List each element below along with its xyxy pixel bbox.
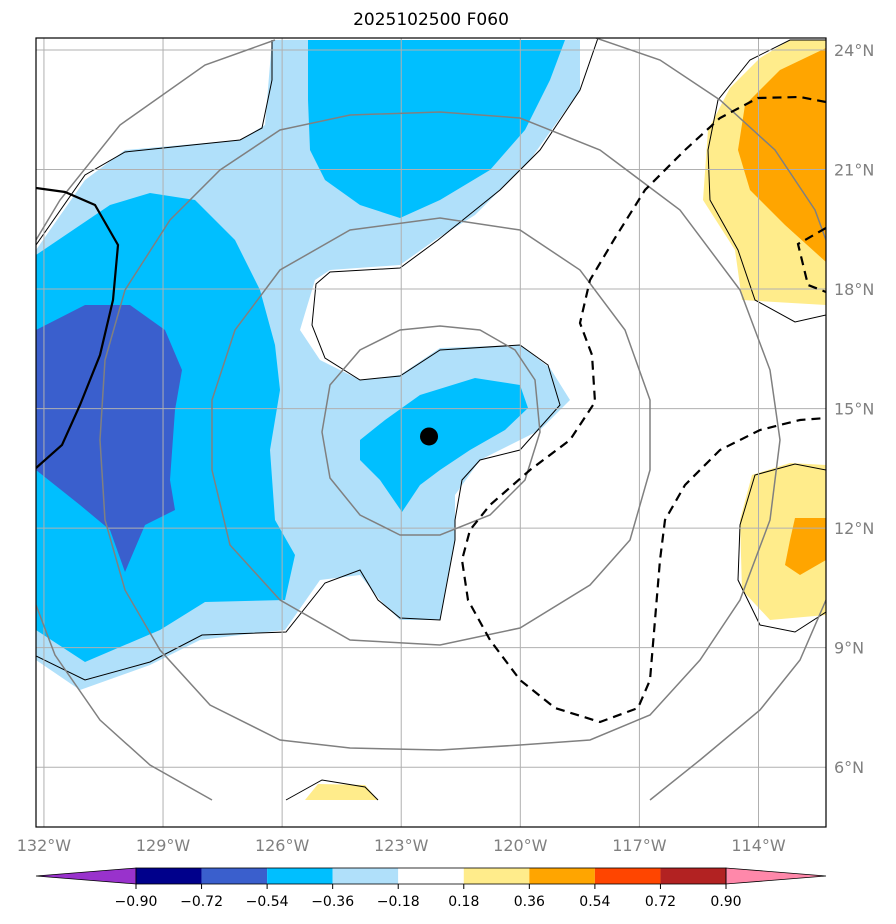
lat-tick-label: 18°N [834, 280, 874, 299]
region-neg-0.36-north [308, 40, 565, 218]
colorbar-label: −0.90 [115, 894, 158, 910]
colorbar-segment [594, 868, 661, 884]
lat-tick-label: 24°N [834, 41, 874, 60]
chart-title: 2025102500 F060 [353, 10, 509, 30]
latitude-ticks: 24°N 21°N 18°N 15°N 12°N 9°N 6°N [834, 41, 874, 777]
colorbar-label: −0.36 [311, 894, 354, 910]
range-ring-outer [36, 38, 826, 801]
colorbar-frame [135, 867, 727, 885]
contour-dashed-main [460, 95, 826, 724]
range-ring-medium [211, 217, 651, 646]
range-rings [36, 38, 826, 801]
colorbar-label: −0.18 [377, 894, 420, 910]
plot-frame [35, 37, 827, 828]
colorbar-label: −0.54 [246, 894, 289, 910]
region-pos-0.18-s [305, 784, 378, 800]
lat-tick-label: 15°N [834, 400, 874, 419]
thick-contours [36, 95, 826, 724]
colorbar-segment [267, 868, 333, 884]
colorbar-label: 0.36 [514, 894, 545, 910]
lat-tick-label: 9°N [834, 639, 864, 658]
lon-tick-label: 129°W [136, 836, 191, 855]
colorbar: −0.90 −0.72 −0.54 −0.36 −0.18 0.18 0.36 0.54 0.7… [35, 867, 827, 910]
lat-tick-label: 6°N [834, 758, 864, 777]
lon-tick-label: 120°W [493, 836, 548, 855]
longitude-ticks: 132°W 129°W 126°W 123°W 120°W 117°W 114°W [17, 836, 786, 855]
colorbar-segment [398, 868, 464, 884]
colorbar-segment [136, 868, 202, 884]
lon-tick-label: 123°W [374, 836, 429, 855]
lon-tick-label: 126°W [255, 836, 310, 855]
colorbar-segment [660, 868, 726, 884]
region-neg-0.54 [36, 305, 182, 572]
plot-area [36, 38, 826, 827]
colorbar-label: 0.54 [579, 894, 610, 910]
region-pos-0.36-e [785, 518, 826, 575]
colorbar-extend-high [725, 867, 827, 885]
lat-tick-label: 21°N [834, 161, 874, 180]
range-ring-small [321, 325, 541, 536]
colorbar-segment [463, 868, 530, 884]
region-pos-0.36-ne [738, 48, 826, 262]
region-neg-0.36-center [360, 378, 528, 512]
contour-solid [36, 186, 120, 469]
lon-tick-label: 117°W [612, 836, 667, 855]
grid-lines [36, 38, 826, 827]
colorbar-label: 0.90 [710, 894, 741, 910]
colorbar-label: −0.72 [180, 894, 223, 910]
lon-tick-label: 132°W [17, 836, 72, 855]
colorbar-segment [332, 868, 399, 884]
colorbar-segment [201, 868, 268, 884]
colorbar-label: 0.72 [645, 894, 676, 910]
colorbar-label: 0.18 [448, 894, 479, 910]
colorbar-segment [529, 868, 595, 884]
colorbar-extend-low [35, 867, 137, 885]
lat-tick-label: 12°N [834, 519, 874, 538]
lon-tick-label: 114°W [731, 836, 786, 855]
storm-center-marker [420, 427, 439, 446]
region-pos-0.18-e [740, 463, 826, 620]
contour-dashed-ne [796, 227, 826, 294]
range-ring-large [99, 111, 781, 751]
